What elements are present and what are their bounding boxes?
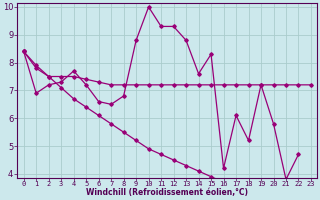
X-axis label: Windchill (Refroidissement éolien,°C): Windchill (Refroidissement éolien,°C)	[86, 188, 248, 197]
